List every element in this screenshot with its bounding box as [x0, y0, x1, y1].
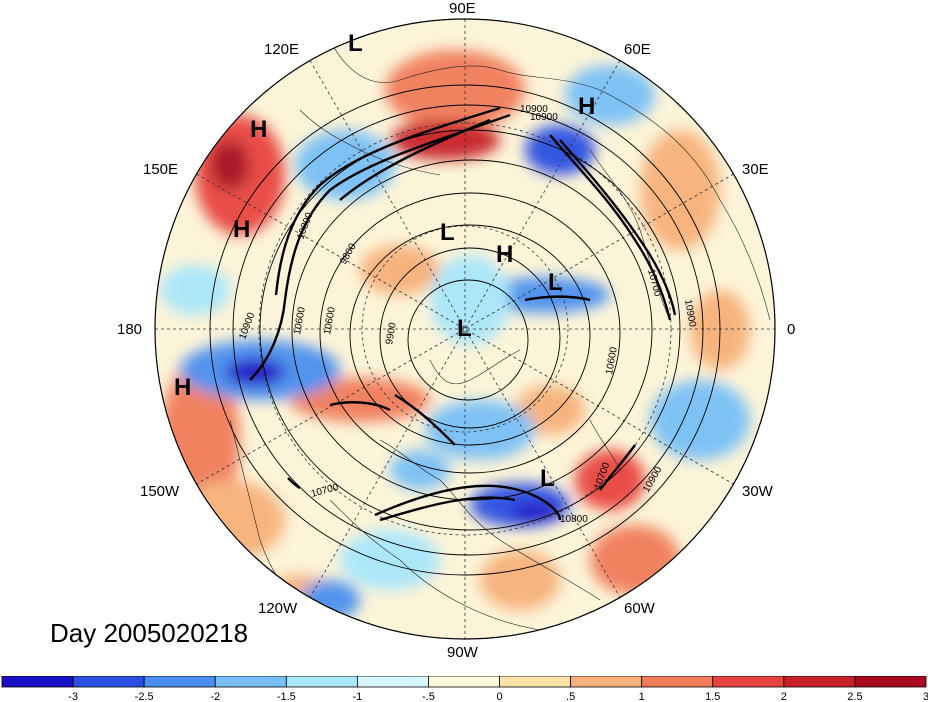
contour-label: 10600 [604, 346, 620, 376]
colorbar-box [570, 676, 643, 688]
low-center: L [548, 269, 563, 296]
colorbar-tick-label: 1.5 [705, 691, 720, 702]
low-center: L [348, 30, 363, 57]
polar-map: 10900 10900 10900 10800 10700 10600 1090… [117, 0, 795, 661]
colorbar-box [214, 676, 287, 688]
contour-label: 10900 [530, 112, 558, 123]
colorbar-tick-label: -3 [68, 691, 78, 702]
colorbar-tick-label: -1.5 [277, 691, 296, 702]
colorbar-box [285, 676, 358, 688]
lon-label-120e: 120E [264, 41, 299, 58]
high-center: H [233, 216, 250, 243]
low-center: L [457, 315, 472, 342]
colorbar-box [854, 676, 927, 688]
anomaly-field [155, 19, 775, 639]
colorbar-box [428, 676, 500, 688]
colorbar-box [641, 676, 714, 688]
contour-label: 10800 [560, 514, 588, 525]
lon-label-30e: 30E [742, 161, 769, 178]
colorbar-tick-label: -2 [210, 691, 220, 702]
colorbar-tick-label: -2.5 [135, 691, 154, 702]
contour-label: 10600 [322, 306, 338, 336]
low-center: L [440, 219, 455, 246]
contour-label: 9900 [384, 321, 399, 345]
lon-label-60e: 60E [624, 41, 651, 58]
jet-contours [249, 106, 677, 522]
lon-label-60w: 60W [624, 600, 656, 617]
day-title: Day 2005020218 [50, 618, 249, 648]
colorbar-tick-label: 2.5 [847, 691, 862, 702]
colorbar-tick-label: 3 [923, 691, 928, 702]
colorbar-box [72, 676, 145, 688]
lon-label-150e: 150E [143, 161, 178, 178]
lon-label-90e: 90E [449, 0, 476, 17]
high-center: H [578, 93, 595, 120]
colorbar-tick-label: .5 [566, 691, 575, 702]
colorbar-tick-label: 1 [639, 691, 645, 702]
colorbar-box [356, 676, 429, 688]
colorbar-box [143, 676, 216, 688]
colorbar-labels: -3 -2.5 -2 -1.5 -1 -.5 0 .5 1 1.5 2 2.5 3 [68, 691, 928, 702]
colorbar-tick-label: 2 [781, 691, 787, 702]
longitude-labels: 90E 60E 30E 0 30W 60W 90W 120W 150W 180 … [117, 0, 795, 661]
lon-label-180: 180 [117, 321, 142, 338]
map-border [154, 18, 776, 640]
lon-label-30w: 30W [742, 483, 774, 500]
low-center: L [540, 465, 555, 492]
contour-label: 10900 [520, 104, 548, 115]
colorbar-tick-label: -.5 [422, 691, 435, 702]
colorbar-box [1, 676, 74, 688]
colorbar-boxes [1, 676, 927, 688]
colorbar-box [783, 676, 856, 688]
colorbar-box [499, 676, 572, 688]
height-contours [209, 84, 721, 576]
lon-label-150w: 150W [140, 483, 180, 500]
high-center: H [496, 241, 513, 268]
lon-label-90w: 90W [447, 644, 479, 661]
high-center: H [174, 374, 191, 401]
lon-label-120w: 120W [258, 600, 298, 617]
colorbar-tick-label: 0 [496, 691, 502, 702]
colorbar-box [712, 676, 785, 688]
pressure-centers: L H H H L H L L H L [174, 30, 595, 492]
contour-label: 10600 [292, 306, 308, 336]
colorbar-tick-label: -1 [352, 691, 362, 702]
high-center: H [250, 116, 267, 143]
lon-label-0: 0 [787, 321, 795, 338]
contour-label: 10900 [682, 299, 698, 329]
colorbar: -3 -2.5 -2 -1.5 -1 -.5 0 .5 1 1.5 2 2.5 3 [1, 676, 928, 702]
